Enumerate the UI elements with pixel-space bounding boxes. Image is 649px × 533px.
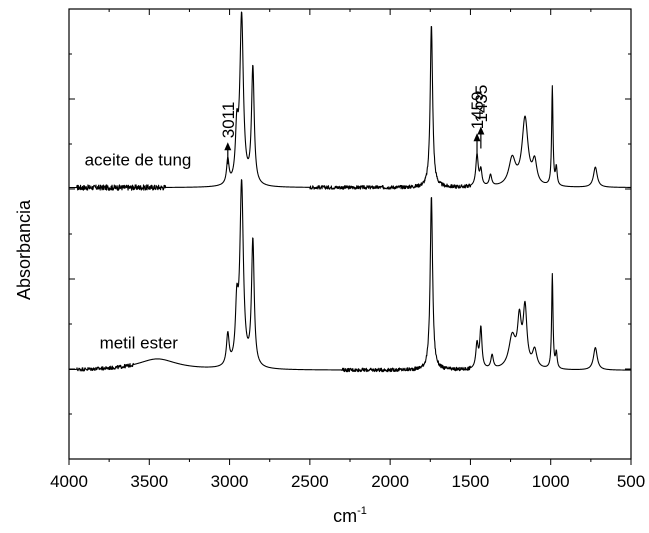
series-label: aceite de tung bbox=[85, 151, 192, 170]
annotation-arrow-head bbox=[477, 126, 485, 135]
annotation-label: 1435 bbox=[472, 85, 491, 123]
y-axis-label: Absorbancia bbox=[14, 199, 34, 300]
x-tick-label: 2000 bbox=[371, 472, 409, 491]
annotation-arrow-head bbox=[473, 133, 481, 142]
annotation-label: 1459 bbox=[468, 91, 487, 129]
x-axis-ticks bbox=[68, 9, 632, 465]
series-layer bbox=[68, 11, 632, 373]
series-line-metil-ester bbox=[68, 179, 632, 373]
x-axis-tick-labels: 4000 3500 3000 2500 2000 1500 1000 500 bbox=[50, 472, 645, 491]
annotation-label: 3011 bbox=[219, 102, 238, 139]
x-axis-label: cm-1 bbox=[333, 505, 367, 526]
x-tick-label: 3500 bbox=[130, 472, 168, 491]
series-line-aceite-de-tung bbox=[68, 11, 632, 191]
x-tick-label: 500 bbox=[617, 472, 645, 491]
plot-frame bbox=[68, 8, 632, 460]
x-tick-label: 4000 bbox=[50, 472, 88, 491]
x-tick-label: 2500 bbox=[291, 472, 329, 491]
y-axis-ticks bbox=[69, 8, 631, 460]
series-label: metil ester bbox=[100, 333, 179, 352]
x-tick-label: 3000 bbox=[211, 472, 249, 491]
x-tick-label: 1000 bbox=[532, 472, 570, 491]
annotation-arrow-head bbox=[224, 142, 232, 151]
series-labels: aceite de tung metil ester bbox=[85, 151, 192, 353]
x-tick-label: 1500 bbox=[452, 472, 490, 491]
